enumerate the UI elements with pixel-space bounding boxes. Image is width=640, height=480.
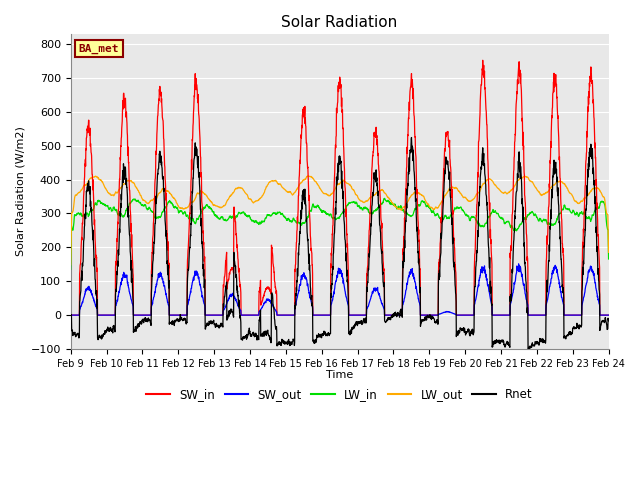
Y-axis label: Solar Radiation (W/m2): Solar Radiation (W/m2) — [15, 127, 25, 256]
X-axis label: Time: Time — [326, 370, 353, 380]
Legend: SW_in, SW_out, LW_in, LW_out, Rnet: SW_in, SW_out, LW_in, LW_out, Rnet — [141, 384, 538, 406]
Title: Solar Radiation: Solar Radiation — [282, 15, 397, 30]
Text: BA_met: BA_met — [79, 43, 119, 54]
